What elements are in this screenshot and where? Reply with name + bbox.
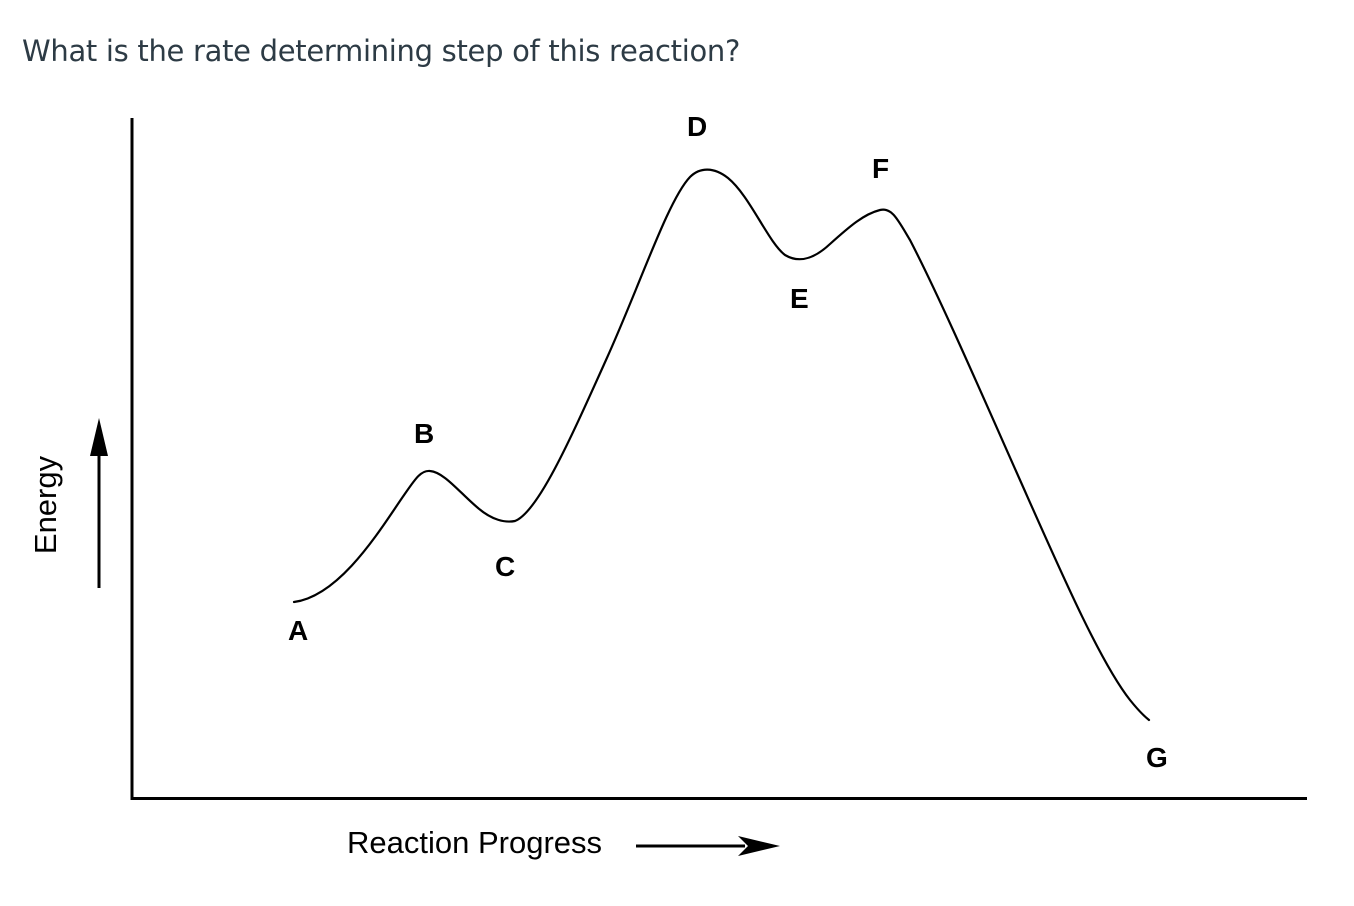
progress-arrowhead [738,836,780,856]
energy-arrowhead [90,418,108,456]
point-label-d: D [687,111,707,142]
point-label-f: F [872,153,889,184]
point-label-a: A [288,615,308,646]
question-text: What is the rate determining step of thi… [22,34,741,68]
x-axis-label: Reaction Progress [347,825,602,860]
point-label-e: E [790,283,809,314]
point-label-b: B [414,418,434,449]
point-label-g: G [1146,742,1168,773]
y-axis-label: Energy [28,455,63,554]
point-label-c: C [495,551,515,582]
energy-curve [292,168,1151,722]
